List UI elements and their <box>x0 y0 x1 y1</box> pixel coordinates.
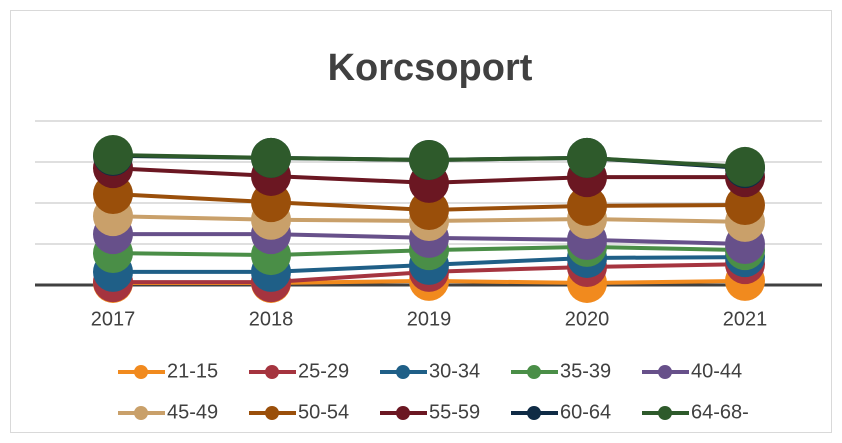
legend-marker <box>396 406 410 420</box>
legend-label: 21-15 <box>167 360 218 382</box>
marker <box>725 146 765 187</box>
legend-marker <box>658 365 672 379</box>
marker <box>567 185 607 226</box>
marker <box>93 135 133 176</box>
legend-label: 50-54 <box>298 401 349 423</box>
legend-marker <box>658 406 672 420</box>
legend-label: 64-68- <box>691 401 749 423</box>
x-tick-label: 2020 <box>565 308 610 330</box>
legend-label: 55-59 <box>429 401 480 423</box>
legend-marker <box>134 365 148 379</box>
legend-label: 30-34 <box>429 360 480 382</box>
x-tick-label: 2021 <box>723 308 768 330</box>
legend-label: 25-29 <box>298 360 349 382</box>
marker <box>725 185 765 226</box>
legend-label: 40-44 <box>691 360 742 382</box>
legend-label: 60-64 <box>560 401 611 423</box>
legend-marker <box>265 365 279 379</box>
chart-title: Korcsoport <box>328 47 533 89</box>
legend-marker <box>396 365 410 379</box>
legend-marker <box>527 406 541 420</box>
x-tick-label: 2017 <box>91 308 136 330</box>
legend-marker <box>265 406 279 420</box>
x-tick-label: 2019 <box>407 308 452 330</box>
marker <box>251 137 291 178</box>
x-tick-label: 2018 <box>249 308 294 330</box>
legend-label: 45-49 <box>167 401 218 423</box>
legend-marker <box>527 365 541 379</box>
legend-marker <box>134 406 148 420</box>
legend-label: 35-39 <box>560 360 611 382</box>
marker <box>567 137 607 178</box>
marker <box>409 139 449 180</box>
